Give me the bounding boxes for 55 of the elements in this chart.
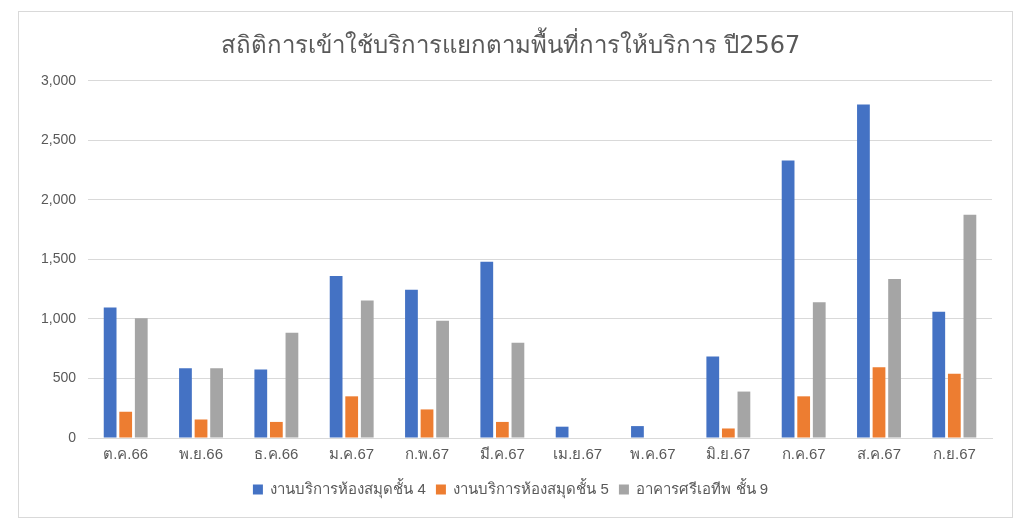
bar: [179, 368, 192, 438]
bar: [285, 332, 299, 438]
bar: [495, 421, 509, 438]
bar: [194, 419, 208, 438]
bar: [555, 426, 569, 438]
legend-label: งานบริการห้องสมุดชั้น 4: [270, 477, 426, 499]
y-tick-label: 2,500: [40, 131, 77, 148]
bar: [857, 104, 870, 438]
bar: [420, 409, 434, 438]
bar: [405, 289, 418, 438]
x-tick-label: มี.ค.67: [479, 445, 525, 463]
bar: [721, 428, 735, 438]
bar: [103, 307, 117, 438]
bar: [254, 369, 268, 438]
chart-title: สถิติการเข้าใช้บริการแยกตามพื้นที่การให้บริการ ปี2567: [220, 26, 801, 59]
y-tick-label: 3,000: [40, 71, 77, 88]
bar: [345, 396, 359, 438]
bar: [963, 214, 977, 438]
bar: [888, 279, 901, 438]
x-tick-label: ม.ค.67: [329, 445, 375, 463]
bar: [872, 367, 886, 438]
x-tick-label: ต.ค.66: [103, 445, 149, 463]
bar: [329, 276, 343, 438]
bar: [737, 391, 751, 438]
bar: [360, 300, 374, 438]
bar: [631, 426, 644, 438]
bar: [781, 160, 795, 438]
bar: [812, 302, 826, 438]
bar: [269, 421, 283, 438]
x-tick-label: ก.ค.67: [781, 445, 826, 463]
bar: [134, 318, 148, 438]
legend-label: งานบริการห้องสมุดชั้น 5: [453, 477, 609, 499]
bar: [480, 261, 494, 438]
bar: [797, 396, 811, 438]
x-tick-label: มิ.ย.67: [706, 445, 751, 463]
y-tick-label: 500: [52, 369, 77, 386]
x-tick-label: ก.พ.67: [405, 445, 450, 463]
x-tick-label: พ.ค.67: [630, 445, 676, 463]
bar: [119, 411, 133, 438]
y-tick-label: 1,500: [40, 250, 77, 267]
bar: [511, 342, 525, 438]
x-tick-label: เม.ย.67: [553, 445, 603, 463]
y-tick-label: 0: [68, 428, 77, 445]
y-tick-label: 1,000: [40, 309, 77, 326]
bar: [436, 320, 449, 438]
legend-label: อาคารศรีเอทีพ ชั้น 9: [636, 477, 769, 497]
bar: [932, 311, 946, 438]
x-tick-label: ก.ย.67: [932, 445, 976, 463]
bar: [706, 356, 720, 438]
x-tick-label: ธ.ค.66: [254, 445, 299, 463]
bar: [947, 373, 961, 438]
x-tick-label: พ.ย.66: [179, 445, 224, 463]
bar: [210, 368, 223, 438]
x-tick-label: ส.ค.67: [856, 445, 902, 463]
y-tick-label: 2,000: [40, 190, 77, 207]
